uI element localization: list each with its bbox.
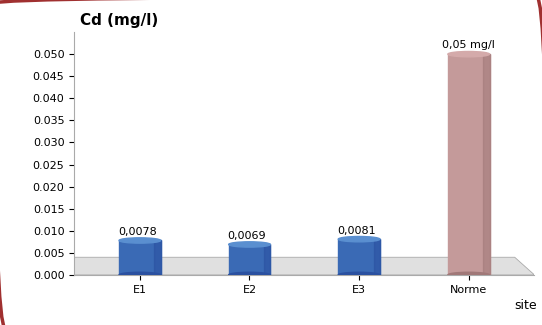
Ellipse shape	[229, 272, 270, 278]
Text: 0,0081: 0,0081	[337, 226, 376, 236]
Ellipse shape	[448, 51, 489, 57]
Bar	[483, 54, 489, 275]
Ellipse shape	[119, 238, 161, 243]
Polygon shape	[54, 257, 534, 275]
Ellipse shape	[338, 272, 380, 278]
Bar	[448, 54, 489, 275]
Bar	[119, 240, 161, 275]
Ellipse shape	[338, 237, 380, 242]
Text: Cd (mg/l): Cd (mg/l)	[80, 13, 158, 28]
Bar	[154, 240, 161, 275]
Ellipse shape	[229, 242, 270, 247]
Bar	[373, 239, 380, 275]
Ellipse shape	[448, 272, 489, 278]
Text: 0,05 mg/l: 0,05 mg/l	[442, 40, 495, 50]
Ellipse shape	[119, 272, 161, 278]
Text: site: site	[514, 299, 537, 312]
Text: 0,0078: 0,0078	[118, 227, 157, 237]
Bar	[264, 244, 270, 275]
Text: 0,0069: 0,0069	[228, 231, 266, 241]
Bar	[229, 244, 270, 275]
Polygon shape	[54, 14, 74, 275]
Bar	[338, 239, 380, 275]
